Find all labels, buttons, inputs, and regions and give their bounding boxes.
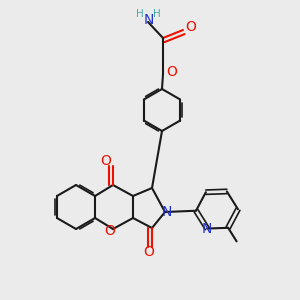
Text: H: H: [153, 9, 161, 19]
Text: N: N: [162, 205, 172, 219]
Text: O: O: [105, 224, 116, 238]
Text: H: H: [136, 9, 144, 19]
Text: O: O: [100, 154, 111, 168]
Text: N: N: [202, 221, 212, 236]
Text: O: O: [167, 65, 177, 79]
Text: O: O: [186, 20, 196, 34]
Text: N: N: [144, 13, 154, 27]
Text: O: O: [144, 245, 154, 259]
